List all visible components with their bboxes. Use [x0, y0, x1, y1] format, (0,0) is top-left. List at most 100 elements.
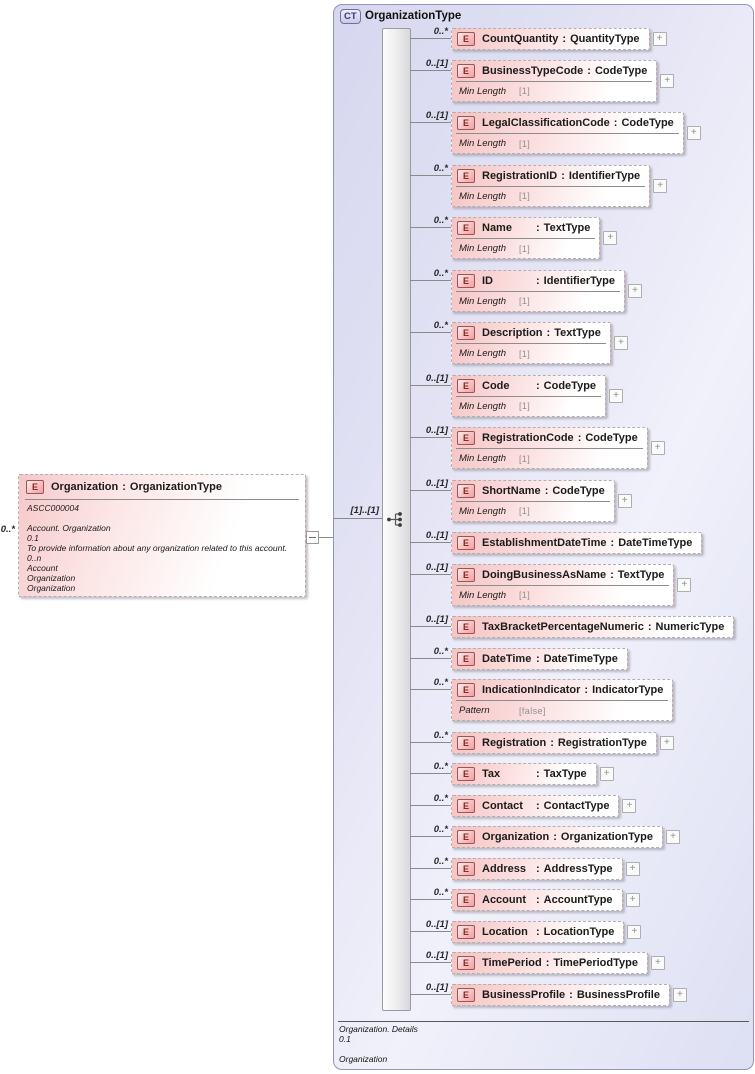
- expand-icon[interactable]: +: [614, 336, 628, 350]
- element-box[interactable]: E BusinessTypeCode : CodeType Min Length…: [451, 60, 657, 102]
- element-box[interactable]: E RegistrationCode : CodeType Min Length…: [451, 427, 648, 469]
- element-name-row: E BusinessProfile : BusinessProfile: [452, 985, 669, 1005]
- element-icon: E: [457, 568, 475, 582]
- expand-icon[interactable]: +: [628, 284, 642, 298]
- element-type: IdentifierType: [569, 170, 640, 182]
- element-type: QuantityType: [570, 33, 639, 45]
- element-box[interactable]: E ShortName : CodeType Min Length [1]: [451, 480, 615, 522]
- cardinality-label: 0..[1]: [372, 478, 448, 489]
- element-row: E IndicationIndicator : IndicatorType Pa…: [451, 679, 673, 721]
- element-name: EstablishmentDateTime: [482, 537, 607, 549]
- element-name-row: E Tax : TaxType: [452, 764, 596, 784]
- connector-line: [410, 385, 451, 386]
- element-box[interactable]: E Organization : OrganizationType: [451, 826, 663, 848]
- expand-icon[interactable]: +: [609, 389, 623, 403]
- element-box[interactable]: E CountQuantity : QuantityType: [451, 28, 650, 50]
- element-box[interactable]: E Description : TextType Min Length [1]: [451, 322, 611, 364]
- element-name-row: E BusinessTypeCode : CodeType: [452, 61, 656, 81]
- element-box[interactable]: E IndicationIndicator : IndicatorType Pa…: [451, 679, 673, 721]
- element-name: RegistrationID: [482, 170, 557, 182]
- complex-type-title: OrganizationType: [365, 10, 461, 22]
- expand-icon[interactable]: +: [673, 988, 687, 1002]
- expand-icon[interactable]: +: [651, 441, 665, 455]
- element-box[interactable]: E Name : TextType Min Length [1]: [451, 217, 600, 259]
- expand-icon[interactable]: +: [626, 862, 640, 876]
- element-type: TimePeriodType: [553, 957, 638, 969]
- element-name-row: E Code : CodeType: [452, 376, 605, 396]
- cardinality-label: 0..*: [372, 793, 448, 804]
- expand-icon[interactable]: +: [626, 893, 640, 907]
- facet-value: [1]: [519, 506, 530, 516]
- element-box[interactable]: E DateTime : DateTimeType: [451, 648, 628, 670]
- element-colon: :: [578, 432, 582, 444]
- element-type: TaxType: [544, 768, 587, 780]
- facet-value: [1]: [519, 349, 530, 359]
- facet-value: [1]: [519, 454, 530, 464]
- element-box[interactable]: E Account : AccountType: [451, 889, 623, 911]
- cardinality-label: 0..[1]: [372, 373, 448, 384]
- expand-icon[interactable]: +: [618, 494, 632, 508]
- expand-icon[interactable]: +: [677, 578, 691, 592]
- element-box[interactable]: E RegistrationID : IdentifierType Min Le…: [451, 165, 650, 207]
- element-icon: E: [457, 169, 475, 183]
- element-box[interactable]: E Registration : RegistrationType: [451, 732, 657, 754]
- element-colon: :: [553, 831, 557, 843]
- left-element-box[interactable]: E Organization : OrganizationType ASCC00…: [18, 474, 306, 597]
- element-colon: :: [611, 537, 615, 549]
- documentation-line: Account: [27, 563, 297, 573]
- element-box[interactable]: E Address : AddressType: [451, 858, 623, 880]
- element-type: CodeType: [585, 432, 637, 444]
- element-box[interactable]: E Location : LocationType: [451, 921, 624, 943]
- connector-line: [410, 899, 451, 900]
- element-row: E TimePeriod : TimePeriodType +: [451, 952, 665, 974]
- element-box[interactable]: E Code : CodeType Min Length [1]: [451, 375, 606, 417]
- element-box[interactable]: E TimePeriod : TimePeriodType: [451, 952, 648, 974]
- element-type: AddressType: [544, 863, 613, 875]
- connector-line: [410, 227, 451, 228]
- facet-value: [1]: [519, 139, 530, 149]
- expand-icon[interactable]: +: [687, 126, 701, 140]
- cardinality-label: 0..*: [372, 320, 448, 331]
- documentation-line: 0.1: [339, 1034, 418, 1044]
- element-box[interactable]: E EstablishmentDateTime : DateTimeType: [451, 532, 702, 554]
- facet-row: Min Length [1]: [456, 396, 601, 416]
- expand-icon[interactable]: +: [622, 799, 636, 813]
- collapse-icon[interactable]: [306, 531, 319, 544]
- element-box[interactable]: E Contact : ContactType: [451, 795, 619, 817]
- element-name-row: E LegalClassificationCode : CodeType: [452, 113, 683, 133]
- element-row: E Account : AccountType +: [451, 889, 640, 911]
- element-type: CodeType: [552, 485, 604, 497]
- element-icon: E: [457, 221, 475, 235]
- expand-icon[interactable]: +: [603, 231, 617, 245]
- expand-icon[interactable]: +: [660, 74, 674, 88]
- expand-icon[interactable]: +: [653, 32, 667, 46]
- element-name-row: E RegistrationCode : CodeType: [452, 428, 647, 448]
- cardinality-label: 0..*: [372, 646, 448, 657]
- element-colon: :: [561, 170, 565, 182]
- element-name: Account: [482, 894, 532, 906]
- element-icon: E: [457, 988, 475, 1002]
- element-row: E LegalClassificationCode : CodeType Min…: [451, 112, 701, 154]
- expand-icon[interactable]: +: [651, 956, 665, 970]
- element-box[interactable]: E TaxBracketPercentageNumeric : NumericT…: [451, 616, 734, 638]
- element-icon: E: [457, 652, 475, 666]
- element-name-row: E Registration : RegistrationType: [452, 733, 656, 753]
- expand-icon[interactable]: +: [660, 736, 674, 750]
- cardinality-label: 0..*: [372, 677, 448, 688]
- element-row: E Contact : ContactType +: [451, 795, 636, 817]
- expand-icon[interactable]: +: [600, 767, 614, 781]
- element-box[interactable]: E ID : IdentifierType Min Length [1]: [451, 270, 625, 312]
- expand-icon[interactable]: +: [627, 925, 641, 939]
- expand-icon[interactable]: +: [653, 179, 667, 193]
- element-box[interactable]: E DoingBusinessAsName : TextType Min Len…: [451, 564, 674, 606]
- element-icon: E: [457, 925, 475, 939]
- element-box[interactable]: E Tax : TaxType: [451, 763, 597, 785]
- element-box[interactable]: E LegalClassificationCode : CodeType Min…: [451, 112, 684, 154]
- cardinality-label: 0..*: [372, 761, 448, 772]
- connector-line: [410, 931, 451, 932]
- expand-icon[interactable]: +: [666, 830, 680, 844]
- element-name: Organization: [482, 831, 549, 843]
- documentation-line: Organization: [27, 583, 297, 593]
- element-box[interactable]: E BusinessProfile : BusinessProfile: [451, 984, 670, 1006]
- element-colon: :: [536, 768, 540, 780]
